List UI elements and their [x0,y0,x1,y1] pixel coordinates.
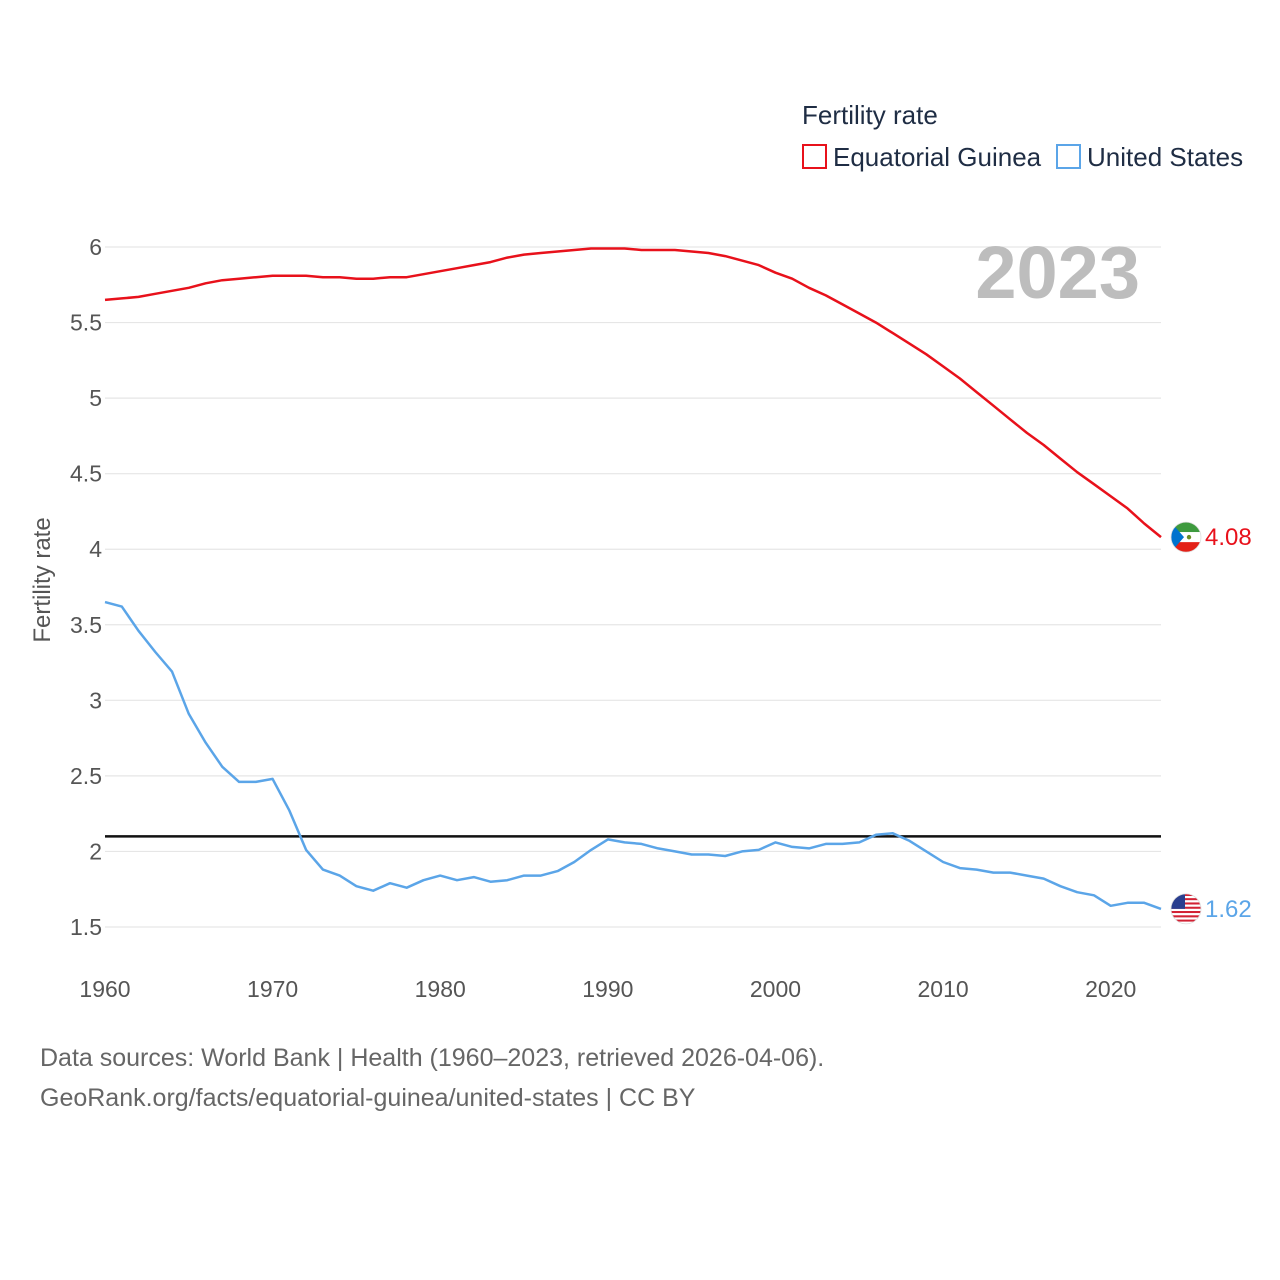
x-tick-label: 1970 [247,976,298,1002]
y-tick-label: 5 [89,385,102,411]
y-tick-label: 3 [89,687,102,713]
legend-item-equatorial-guinea[interactable]: Equatorial Guinea [802,142,1042,172]
x-axis-ticks: 1960 1970 1980 1990 2000 2010 2020 [79,976,1136,1002]
end-value-label-equatorial-guinea: 4.08 [1205,524,1252,551]
current-year-label: 2023 [975,231,1140,314]
legend: Fertility rate Equatorial Guinea United … [802,100,1243,172]
end-value-label-united-states: 1.62 [1205,896,1252,923]
y-tick-label: 6 [89,234,102,260]
series-line-united-states[interactable] [104,600,1162,911]
series-end-markers: 4.08 1.62 [1170,521,1252,925]
legend-label-united-states: United States [1087,142,1243,172]
legend-swatch-united-states [1056,144,1081,169]
y-tick-label: 5.5 [70,310,102,336]
y-tick-label: 1.5 [70,914,102,940]
x-tick-label: 2000 [750,976,801,1002]
y-tick-label: 2.5 [70,763,102,789]
y-tick-label: 4 [89,536,102,562]
x-tick-label: 1980 [415,976,466,1002]
legend-item-united-states[interactable]: United States [1056,142,1243,172]
x-tick-label: 1990 [582,976,633,1002]
x-tick-label: 2020 [1085,976,1136,1002]
y-tick-label: 3.5 [70,612,102,638]
y-axis-label: Fertility rate [29,517,56,642]
legend-title: Fertility rate [802,100,938,130]
source-link[interactable]: GeoRank.org/facts/equatorial-guinea/unit… [40,1084,696,1112]
data-source-text: Data sources: World Bank | Health (1960–… [40,1044,825,1072]
y-axis-ticks: 1.5 2 2.5 3 3.5 4 4.5 5 5.5 6 [70,234,102,940]
equatorial-guinea-flag [1170,521,1202,553]
legend-swatch-equatorial-guinea [802,144,827,169]
series-line-equatorial-guinea[interactable] [104,247,1162,539]
y-tick-label: 2 [89,838,102,864]
united-states-flag [1170,893,1202,925]
y-tick-label: 4.5 [70,461,102,487]
series-lines [104,247,1162,911]
x-tick-label: 2010 [918,976,969,1002]
legend-label-equatorial-guinea: Equatorial Guinea [833,142,1042,172]
gridlines [105,246,1161,928]
x-tick-label: 1960 [79,976,130,1002]
